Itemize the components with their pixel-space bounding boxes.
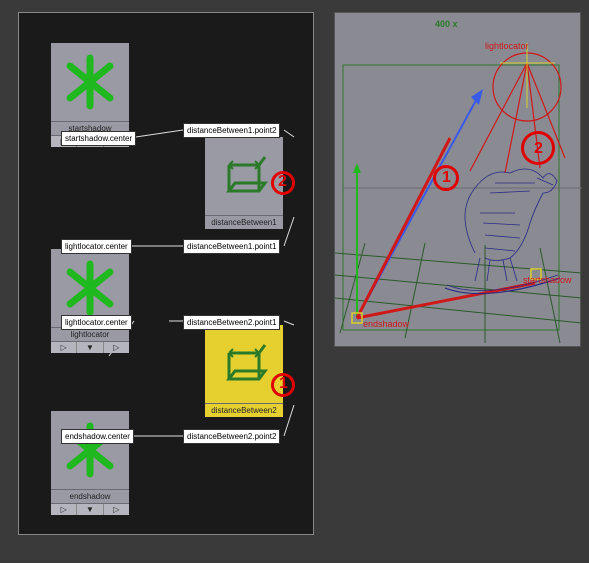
node-label: endshadow xyxy=(51,489,129,503)
conn-label: distanceBetween1.point2 xyxy=(183,123,280,138)
conn-label: distanceBetween2.point1 xyxy=(183,315,280,330)
node-label: distanceBetween2 xyxy=(205,403,283,417)
node-lightlocator[interactable]: lightlocator ▷ ▼ ▷ xyxy=(51,249,129,353)
ctrl-mid[interactable]: ▼ xyxy=(77,504,103,515)
node-controls[interactable]: ▷ ▼ ▷ xyxy=(51,503,129,515)
node-endshadow[interactable]: endshadow ▷ ▼ ▷ xyxy=(51,411,129,515)
ctrl-mid[interactable]: ▼ xyxy=(77,342,103,353)
conn-label: startshadow.center xyxy=(61,131,136,146)
node-distancebetween2[interactable]: distanceBetween2 xyxy=(205,325,283,417)
annotation-number: 1 xyxy=(442,169,451,187)
conn-label: lightlocator.center xyxy=(61,315,132,330)
node-label: distanceBetween1 xyxy=(205,215,283,229)
conn-label: lightlocator.center xyxy=(61,239,132,254)
node-controls[interactable]: ▷ ▼ ▷ xyxy=(51,341,129,353)
ctrl-left[interactable]: ▷ xyxy=(51,504,77,515)
viewport-panel[interactable]: 400 x xyxy=(334,12,581,347)
distance-icon xyxy=(205,137,283,215)
annotation-number: 1 xyxy=(279,375,288,393)
locator-icon xyxy=(51,411,129,489)
ctrl-right[interactable]: ▷ xyxy=(104,342,129,353)
label-startshadow: startshadow xyxy=(523,275,572,285)
conn-label: distanceBetween2.point2 xyxy=(183,429,280,444)
label-endshadow: endshadow xyxy=(363,319,409,329)
conn-label: endshadow.center xyxy=(61,429,134,444)
annotation-number: 2 xyxy=(534,140,543,158)
distance-icon xyxy=(205,325,283,403)
hypergraph-panel: startshadow ▷ ▼ ▷ lightlocator ▷ ▼ ▷ xyxy=(18,12,314,535)
locator-icon xyxy=(51,43,129,121)
ctrl-right[interactable]: ▷ xyxy=(104,504,129,515)
conn-label: distanceBetween1.point1 xyxy=(183,239,280,254)
ctrl-left[interactable]: ▷ xyxy=(51,342,77,353)
label-lightlocator: lightlocator xyxy=(485,41,529,51)
annotation-number: 2 xyxy=(278,173,287,191)
